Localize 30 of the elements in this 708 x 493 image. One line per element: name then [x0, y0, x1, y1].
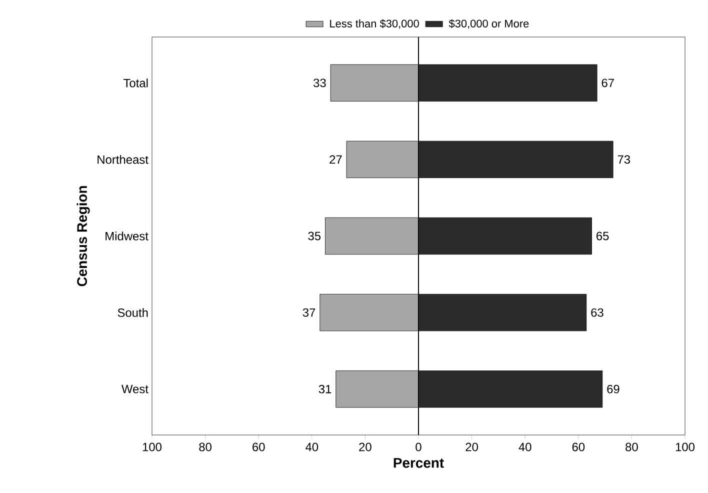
y-tick-label: West — [122, 384, 148, 394]
x-tick-label: 0 — [416, 442, 422, 452]
x-tick-label: 20 — [466, 442, 478, 452]
x-tick-label: 100 — [676, 442, 695, 452]
x-tick-label: 80 — [626, 442, 638, 452]
y-tick-label: Total — [123, 78, 148, 88]
legend-label: $30,000 or More — [448, 19, 529, 29]
data-label: 65 — [596, 232, 609, 240]
data-label: 37 — [302, 308, 316, 317]
y-tick-label: Midwest — [106, 232, 148, 240]
x-tick-label: 80 — [199, 442, 212, 452]
x-tick-label: 60 — [572, 442, 585, 452]
data-label: 31 — [318, 384, 332, 394]
x-axis-title: Percent — [394, 458, 444, 468]
data-label: 33 — [314, 78, 326, 88]
x-tick-label: 40 — [518, 442, 532, 452]
data-label: 73 — [618, 155, 630, 164]
x-tick-label: 20 — [359, 442, 372, 452]
data-label: 69 — [607, 384, 620, 394]
x-tick-label: 40 — [306, 442, 318, 452]
x-tick-label: 60 — [252, 442, 265, 452]
y-axis-title: Census Region — [76, 186, 90, 286]
data-label: 35 — [308, 232, 321, 240]
data-label: 67 — [602, 78, 614, 88]
y-tick-label: South — [118, 308, 148, 317]
x-tick-label: 100 — [142, 442, 162, 452]
y-tick-label: Northeast — [98, 155, 148, 164]
data-label: 27 — [330, 155, 342, 164]
legend-label: Less than $30,000 — [330, 19, 419, 29]
data-label: 63 — [591, 308, 604, 317]
